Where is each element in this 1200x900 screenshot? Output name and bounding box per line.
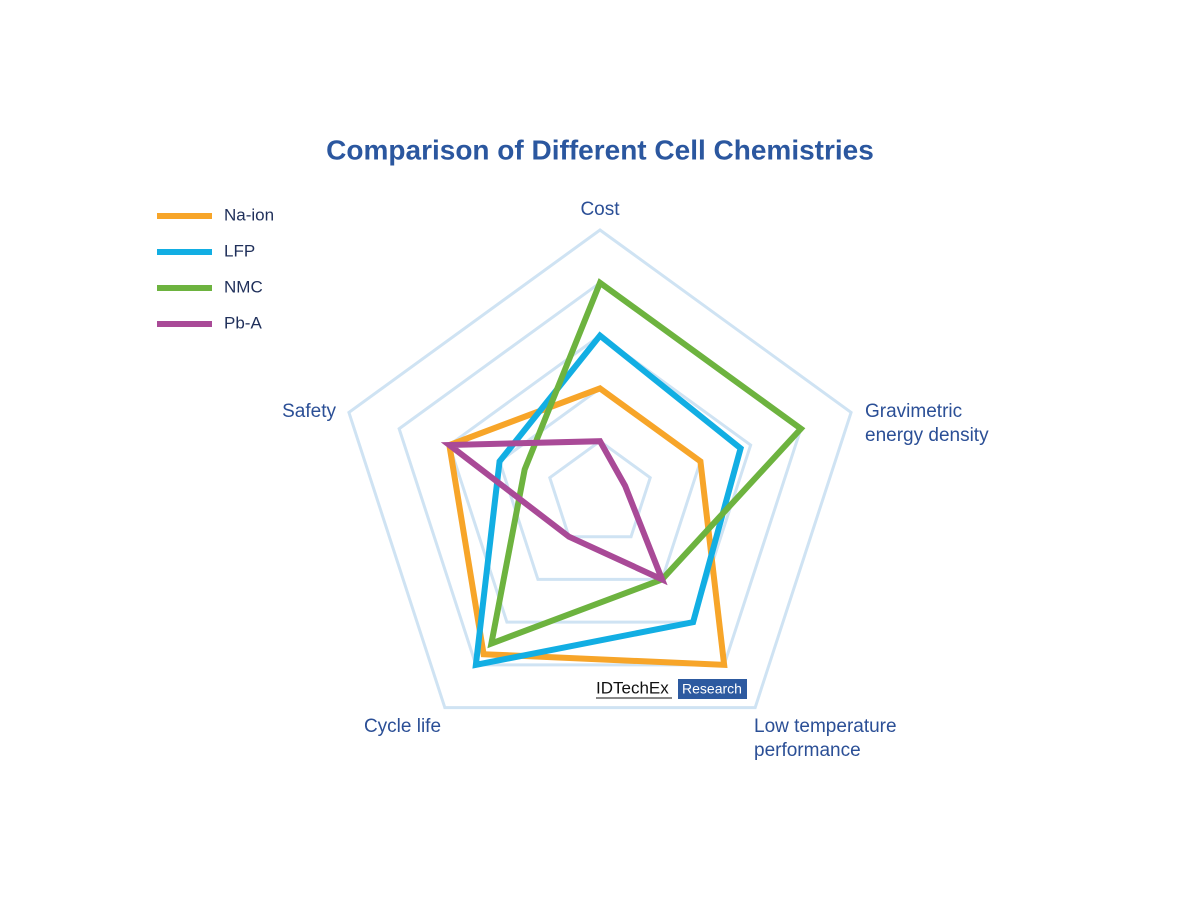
watermark-tag: Research [682, 681, 742, 697]
axis-label: Cycle life [363, 716, 442, 737]
series-line [440, 438, 668, 586]
legend-label: NMC [224, 277, 263, 296]
legend-label: LFP [224, 241, 255, 260]
grid-ring [447, 333, 753, 624]
series-line [472, 331, 745, 669]
axis-label: Gravimetric energy density [865, 401, 989, 446]
series-line [445, 385, 728, 669]
axis-label: Cost [580, 199, 620, 220]
series-line [487, 278, 806, 649]
chart-title: Comparison of Different Cell Chemistries [326, 134, 874, 165]
legend-label: Pb-A [224, 313, 262, 332]
watermark-box [678, 679, 747, 699]
legend-label: Na-ion [224, 205, 274, 224]
grid-ring [347, 228, 853, 710]
watermark-brand: IDTechEx [596, 678, 669, 697]
axis-label: Low temperature performance [754, 716, 897, 761]
axis-label: Safety [282, 401, 336, 422]
grid-ring [548, 439, 652, 539]
